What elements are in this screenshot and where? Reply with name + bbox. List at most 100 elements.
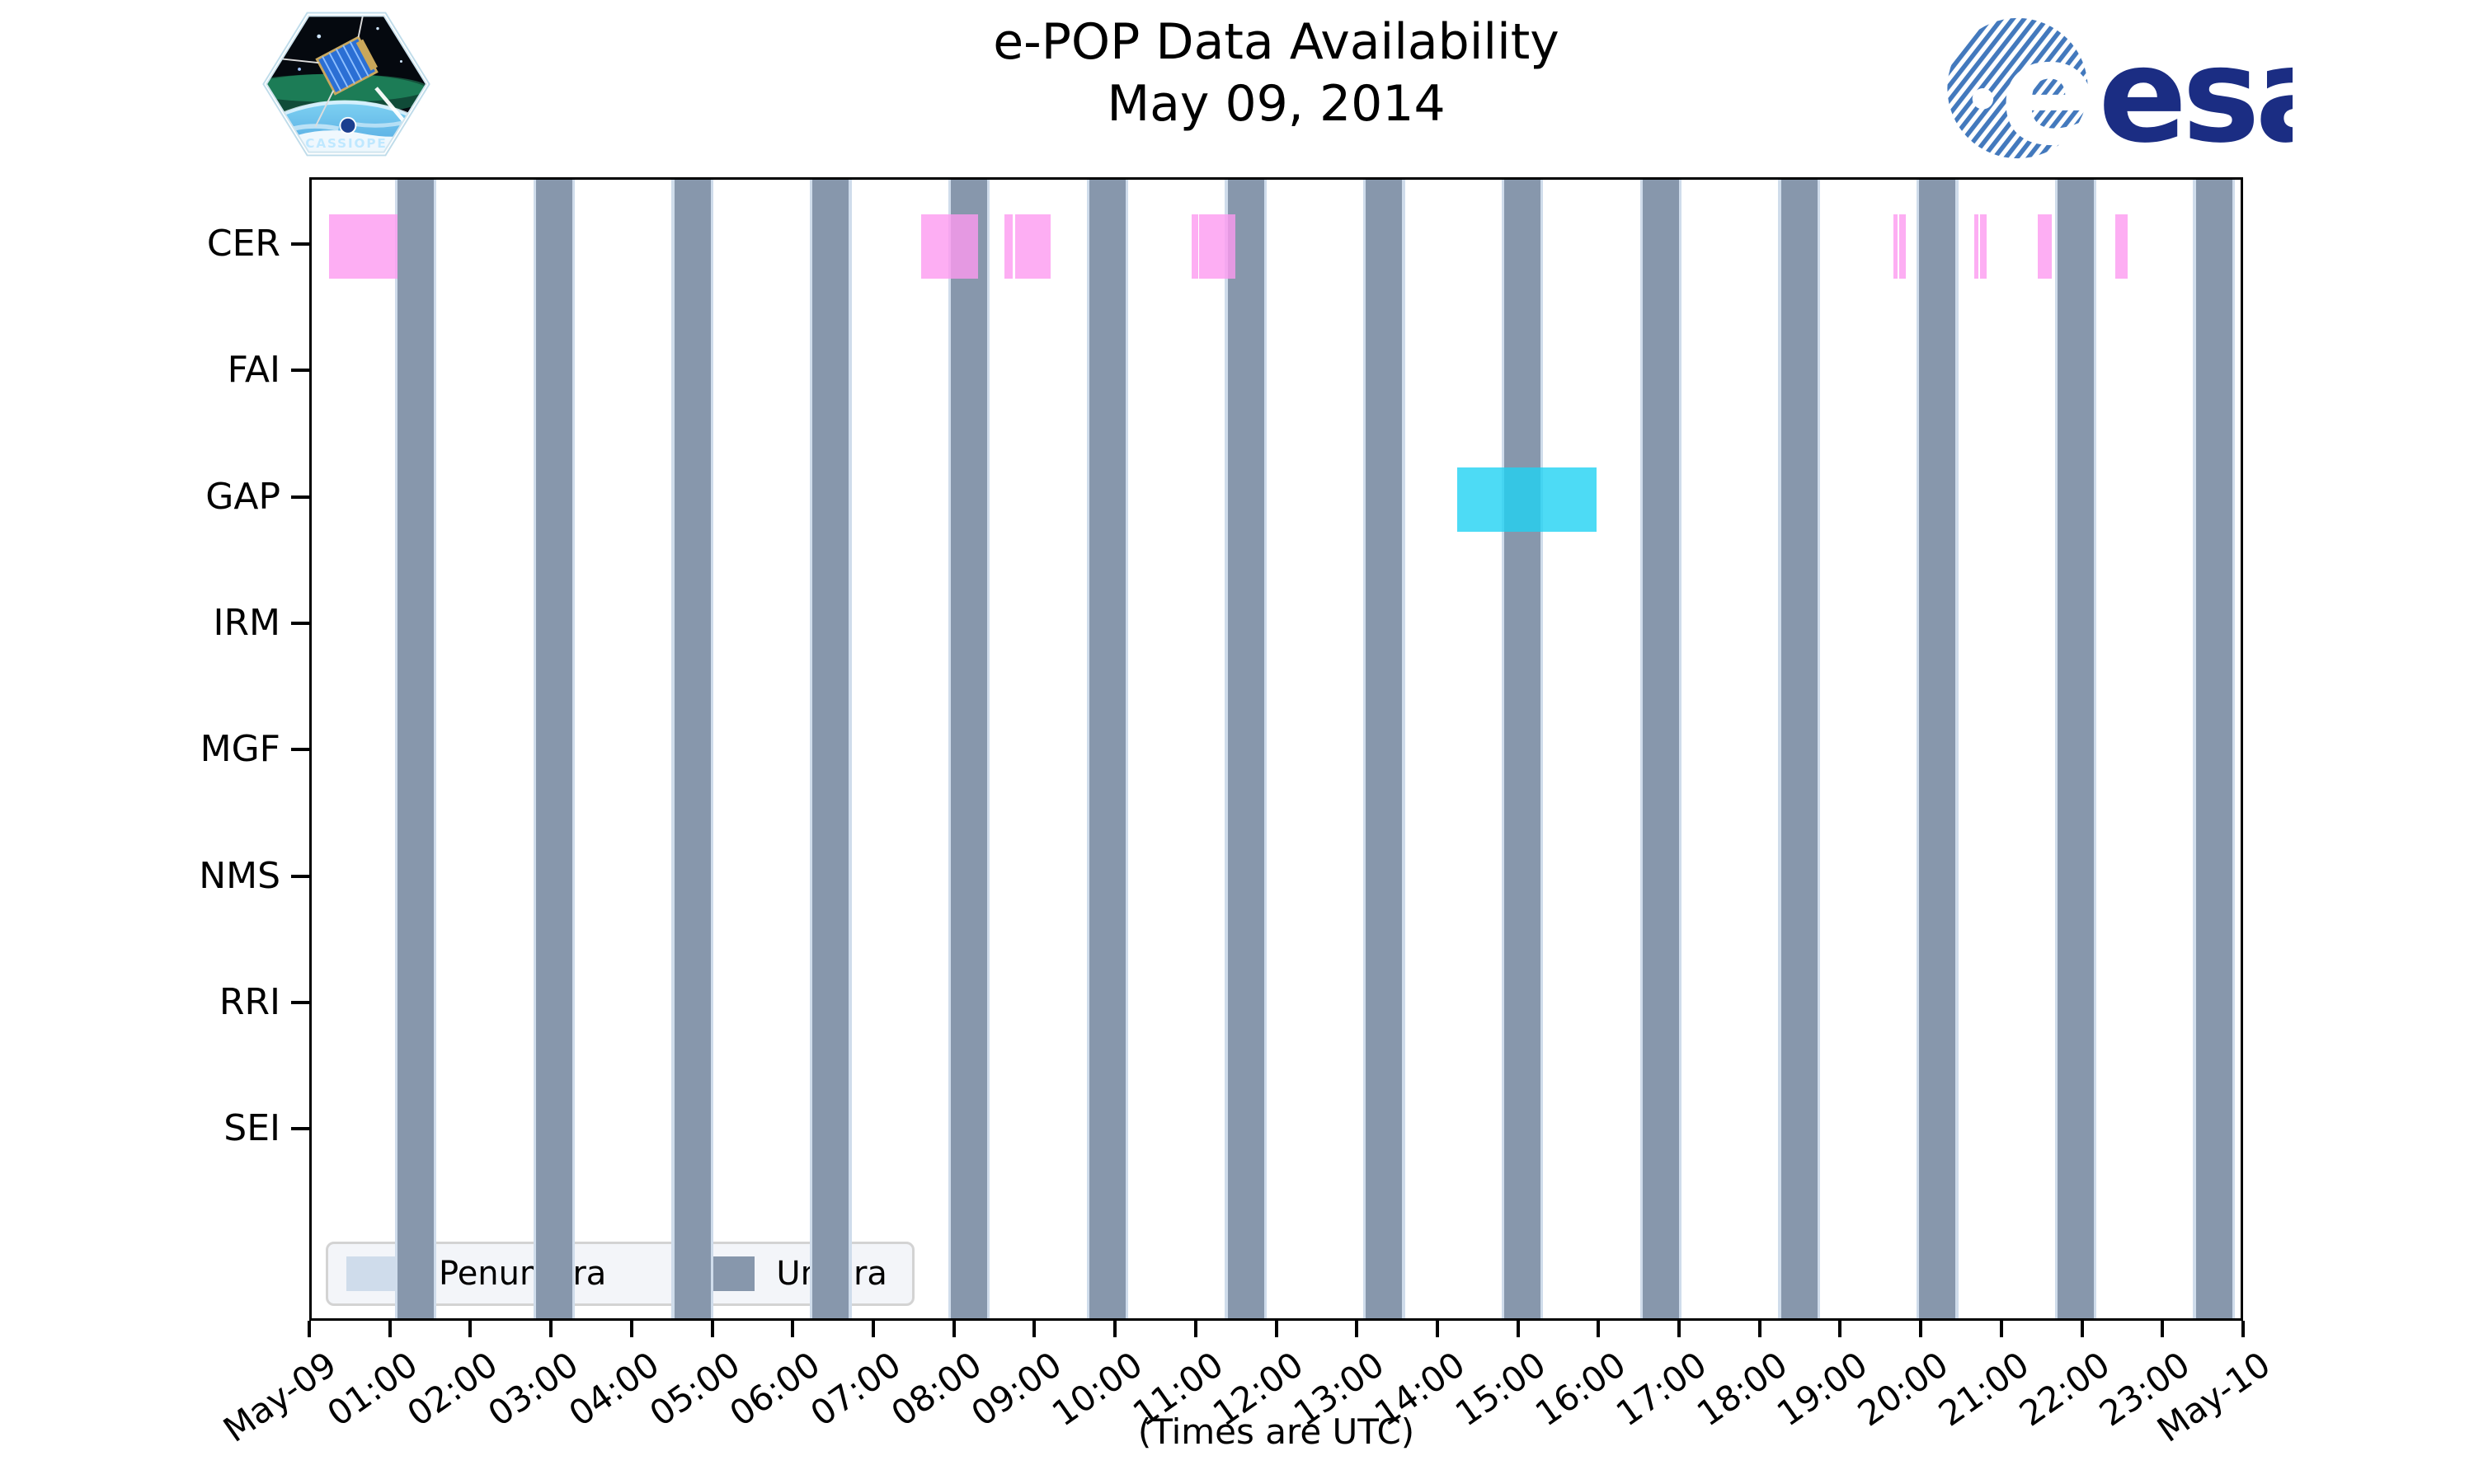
cer-availability-bar <box>1898 214 1906 279</box>
y-tick-mgf <box>291 748 309 752</box>
y-tick-gap <box>291 495 309 499</box>
y-axis-label-nms: NMS <box>199 854 280 897</box>
x-tick <box>1757 1321 1761 1337</box>
cer-availability-bar <box>1015 214 1051 279</box>
umbra-band <box>951 180 988 1318</box>
penumbra-band <box>671 180 675 1318</box>
penumbra-band <box>1540 180 1544 1318</box>
cer-availability-bar <box>1974 214 1978 279</box>
penumbra-band <box>1955 180 1959 1318</box>
x-tick <box>1999 1321 2003 1337</box>
gap-availability-bar <box>1457 467 1597 532</box>
umbra-band <box>674 180 711 1318</box>
y-tick-rri <box>291 1000 309 1004</box>
x-tick <box>1677 1321 1681 1337</box>
umbra-band <box>397 180 435 1318</box>
penumbra-band <box>948 180 952 1318</box>
x-tick <box>2161 1321 2165 1337</box>
penumbra-legend-label: Penumbra <box>439 1255 607 1293</box>
penumbra-band <box>533 180 536 1318</box>
y-tick-nms <box>291 874 309 878</box>
x-tick <box>388 1321 392 1337</box>
x-tick <box>791 1321 795 1337</box>
x-tick <box>871 1321 875 1337</box>
x-tick <box>2241 1321 2245 1337</box>
x-tick <box>1355 1321 1359 1337</box>
penumbra-band <box>710 180 713 1318</box>
x-tick <box>1193 1321 1197 1337</box>
penumbra-band <box>394 180 398 1318</box>
y-tick-sei <box>291 1127 309 1131</box>
umbra-band <box>1366 180 1403 1318</box>
y-tick-fai <box>291 369 309 373</box>
penumbra-band <box>1402 180 1405 1318</box>
penumbra-band <box>2054 180 2058 1318</box>
cer-availability-bar <box>1893 214 1898 279</box>
x-tick <box>1435 1321 1439 1337</box>
x-tick <box>710 1321 714 1337</box>
cer-availability-bar <box>921 214 978 279</box>
x-tick <box>952 1321 956 1337</box>
x-tick <box>1838 1321 1842 1337</box>
umbra-band <box>1642 180 1679 1318</box>
umbra-band <box>535 180 572 1318</box>
y-tick-cer <box>291 242 309 246</box>
cer-availability-bar <box>329 214 398 279</box>
x-tick <box>1274 1321 1278 1337</box>
umbra-band <box>812 180 849 1318</box>
penumbra-band <box>571 180 576 1318</box>
x-tick <box>308 1321 311 1337</box>
penumbra-band <box>1363 180 1366 1318</box>
penumbra-band <box>1678 180 1682 1318</box>
y-axis-label-mgf: MGF <box>200 728 280 771</box>
penumbra-band <box>2232 180 2235 1318</box>
x-tick <box>1516 1321 1520 1337</box>
y-axis-label-sei: SEI <box>223 1107 280 1150</box>
svg-text:e: e <box>2000 12 2099 165</box>
penumbra-band <box>2193 180 2196 1318</box>
chart-title: e-POP Data Availability <box>993 13 1559 71</box>
y-axis-label-cer: CER <box>206 223 280 265</box>
esa-logo-graphic: e esa <box>1947 8 2344 178</box>
penumbra-band <box>1225 180 1228 1318</box>
cer-availability-bar <box>1979 214 1987 279</box>
x-tick <box>549 1321 553 1337</box>
cer-availability-bar <box>1004 214 1014 279</box>
penumbra-band <box>1778 180 1781 1318</box>
x-tick <box>468 1321 473 1337</box>
penumbra-band <box>987 180 990 1318</box>
penumbra-band <box>1817 180 1820 1318</box>
penumbra-band <box>1125 180 1129 1318</box>
cer-availability-bar <box>2115 214 2128 279</box>
x-tick <box>1919 1321 1923 1337</box>
availability-plot-area <box>309 177 2243 1321</box>
esa-logo-wordmark: esa <box>2098 21 2293 165</box>
penumbra-band <box>434 180 437 1318</box>
penumbra-band <box>1501 180 1505 1318</box>
umbra-band <box>1089 180 1126 1318</box>
penumbra-band <box>1639 180 1643 1318</box>
umbra-band <box>2058 180 2094 1318</box>
umbra-band <box>1919 180 1956 1318</box>
cassiope-mission-logo: CASSIOPE <box>260 7 433 162</box>
x-tick <box>1597 1321 1601 1337</box>
x-tick <box>2080 1321 2084 1337</box>
x-axis-label: (Times are UTC) <box>1137 1411 1415 1452</box>
x-tick <box>1032 1321 1037 1337</box>
penumbra-band <box>1086 180 1089 1318</box>
y-axis-label-fai: FAI <box>227 349 280 392</box>
cer-availability-bar <box>1191 214 1198 279</box>
y-tick-irm <box>291 621 309 625</box>
penumbra-band <box>2093 180 2097 1318</box>
y-axis-label-rri: RRI <box>219 980 280 1023</box>
penumbra-band <box>1263 180 1267 1318</box>
umbra-band <box>1504 180 1541 1318</box>
x-tick <box>1113 1321 1117 1337</box>
esa-logo: e esa <box>1936 8 2344 178</box>
x-tick <box>629 1321 633 1337</box>
umbra-band <box>2195 180 2232 1318</box>
penumbra-band <box>849 180 852 1318</box>
y-axis-label-gap: GAP <box>205 475 280 518</box>
cer-availability-bar <box>2037 214 2053 279</box>
